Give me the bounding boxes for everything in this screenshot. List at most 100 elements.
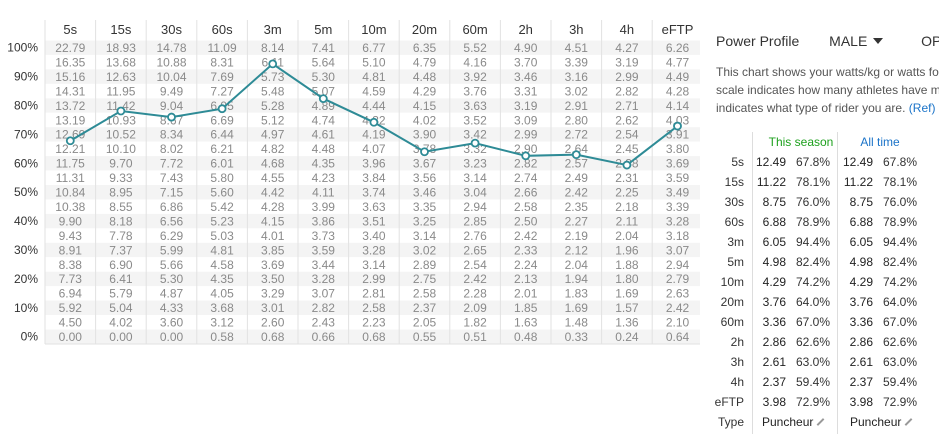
table-cell: 12.69	[55, 128, 85, 142]
table-cell: 13.72	[55, 99, 85, 113]
column-header[interactable]: 60s	[212, 22, 233, 37]
stats-row: 5m 4.98 82.4% 4.98 82.4%	[708, 252, 939, 272]
table-cell: 4.42	[261, 186, 285, 200]
table-cell: 5.03	[210, 229, 234, 243]
data-point[interactable]	[268, 59, 278, 69]
ref-link[interactable]: (Ref)	[908, 101, 936, 115]
column-header[interactable]: 5s	[63, 22, 77, 37]
data-point[interactable]	[571, 150, 581, 160]
data-point[interactable]	[116, 106, 126, 116]
table-cell: 9.70	[109, 157, 133, 171]
table-cell: 3.59	[666, 171, 690, 185]
table-cell: 3.96	[362, 157, 386, 171]
table-cell: 2.80	[565, 113, 589, 127]
table-cell: 4.07	[362, 142, 386, 156]
data-point[interactable]	[217, 104, 227, 114]
column-header[interactable]: 3h	[569, 22, 583, 37]
table-cell: 4.49	[666, 70, 690, 84]
column-header[interactable]: 15s	[110, 22, 131, 37]
table-cell: 7.78	[109, 229, 133, 243]
table-cell: 8.18	[109, 214, 133, 228]
table-cell: 2.72	[565, 128, 589, 142]
all-time-header[interactable]: All time	[860, 135, 900, 149]
row-band	[45, 199, 700, 214]
table-cell: 5.28	[261, 99, 285, 113]
table-cell: 6.77	[362, 41, 386, 55]
table-cell: 5.66	[160, 258, 184, 272]
season-value: 12.49	[756, 155, 787, 169]
all-time-percent: 59.4%	[882, 375, 917, 389]
y-tick-label: 100%	[7, 41, 38, 55]
column-header[interactable]: eFTP	[662, 22, 694, 37]
stats-row: 10m 4.29 74.2% 4.29 74.2%	[708, 272, 939, 292]
pencil-icon[interactable]	[904, 418, 913, 426]
all-time-percent: 67.0%	[882, 315, 917, 329]
all-time-percent: 64.0%	[882, 295, 917, 309]
options-button[interactable]: OPTIONS	[921, 33, 939, 49]
all-time-type: Puncheur	[850, 415, 913, 429]
column-header[interactable]: 4h	[620, 22, 634, 37]
table-cell: 11.31	[56, 171, 85, 185]
table-cell: 5.73	[261, 70, 285, 84]
row-band	[45, 213, 700, 229]
all-time-percent: 72.9%	[882, 395, 917, 409]
row-band	[45, 286, 700, 301]
table-cell: 2.63	[666, 287, 690, 301]
table-cell: 1.82	[463, 316, 487, 330]
column-header[interactable]: 60m	[462, 22, 487, 37]
table-cell: 3.32	[463, 142, 487, 156]
table-cell: 3.84	[362, 171, 386, 185]
column-header[interactable]: 3m	[264, 22, 282, 37]
table-cell: 1.36	[615, 316, 639, 330]
season-percent: 76.0%	[795, 195, 830, 209]
stat-label: 60m	[720, 315, 744, 329]
data-point[interactable]	[622, 160, 632, 170]
season-percent: 72.9%	[795, 395, 830, 409]
all-time-value: 2.37	[849, 375, 873, 389]
stats-row: 3m 6.05 94.4% 6.05 94.4%	[708, 232, 939, 252]
row-band	[45, 156, 700, 171]
table-cell: 3.60	[160, 316, 184, 330]
this-season-header[interactable]: This season	[768, 135, 834, 149]
table-cell: 4.97	[261, 128, 285, 142]
table-cell: 5.79	[109, 287, 133, 301]
table-cell: 22.79	[55, 41, 85, 55]
data-point[interactable]	[65, 136, 75, 146]
stat-label: 5m	[727, 255, 744, 269]
table-cell: 5.12	[261, 113, 285, 127]
data-point[interactable]	[470, 138, 480, 148]
table-cell: 7.41	[312, 41, 336, 55]
table-cell: 6.41	[109, 272, 133, 286]
all-time-value: 2.61	[849, 355, 873, 369]
table-cell: 10.84	[55, 186, 85, 200]
table-cell: 2.82	[312, 301, 336, 315]
data-point[interactable]	[420, 147, 429, 157]
column-header[interactable]: 20m	[412, 22, 437, 37]
table-cell: 3.80	[666, 142, 690, 156]
data-point[interactable]	[673, 121, 682, 131]
table-cell: 2.04	[615, 229, 639, 243]
data-point[interactable]	[318, 94, 328, 103]
data-point[interactable]	[167, 112, 176, 122]
table-cell: 2.99	[615, 70, 639, 84]
table-cell: 3.19	[615, 55, 639, 69]
data-point[interactable]	[521, 151, 531, 161]
sex-dropdown[interactable]: MALE	[829, 33, 884, 49]
data-point[interactable]	[369, 117, 379, 127]
table-cell: 4.87	[160, 287, 184, 301]
column-header[interactable]: 30s	[161, 22, 182, 37]
column-header[interactable]: 10m	[361, 22, 386, 37]
column-header[interactable]: 2h	[518, 22, 532, 37]
y-tick-label: 30%	[14, 243, 38, 257]
table-cell: 1.57	[615, 301, 639, 315]
column-header[interactable]: 5m	[314, 22, 332, 37]
row-band	[45, 40, 700, 55]
season-value: 3.76	[762, 295, 786, 309]
table-cell: 4.33	[160, 301, 184, 315]
season-type: Puncheur	[762, 415, 825, 429]
pencil-icon[interactable]	[816, 418, 825, 426]
all-time-percent: 82.4%	[882, 255, 917, 269]
table-cell: 0.33	[565, 330, 589, 344]
table-cell: 2.50	[514, 214, 538, 228]
table-cell: 3.02	[413, 243, 437, 257]
